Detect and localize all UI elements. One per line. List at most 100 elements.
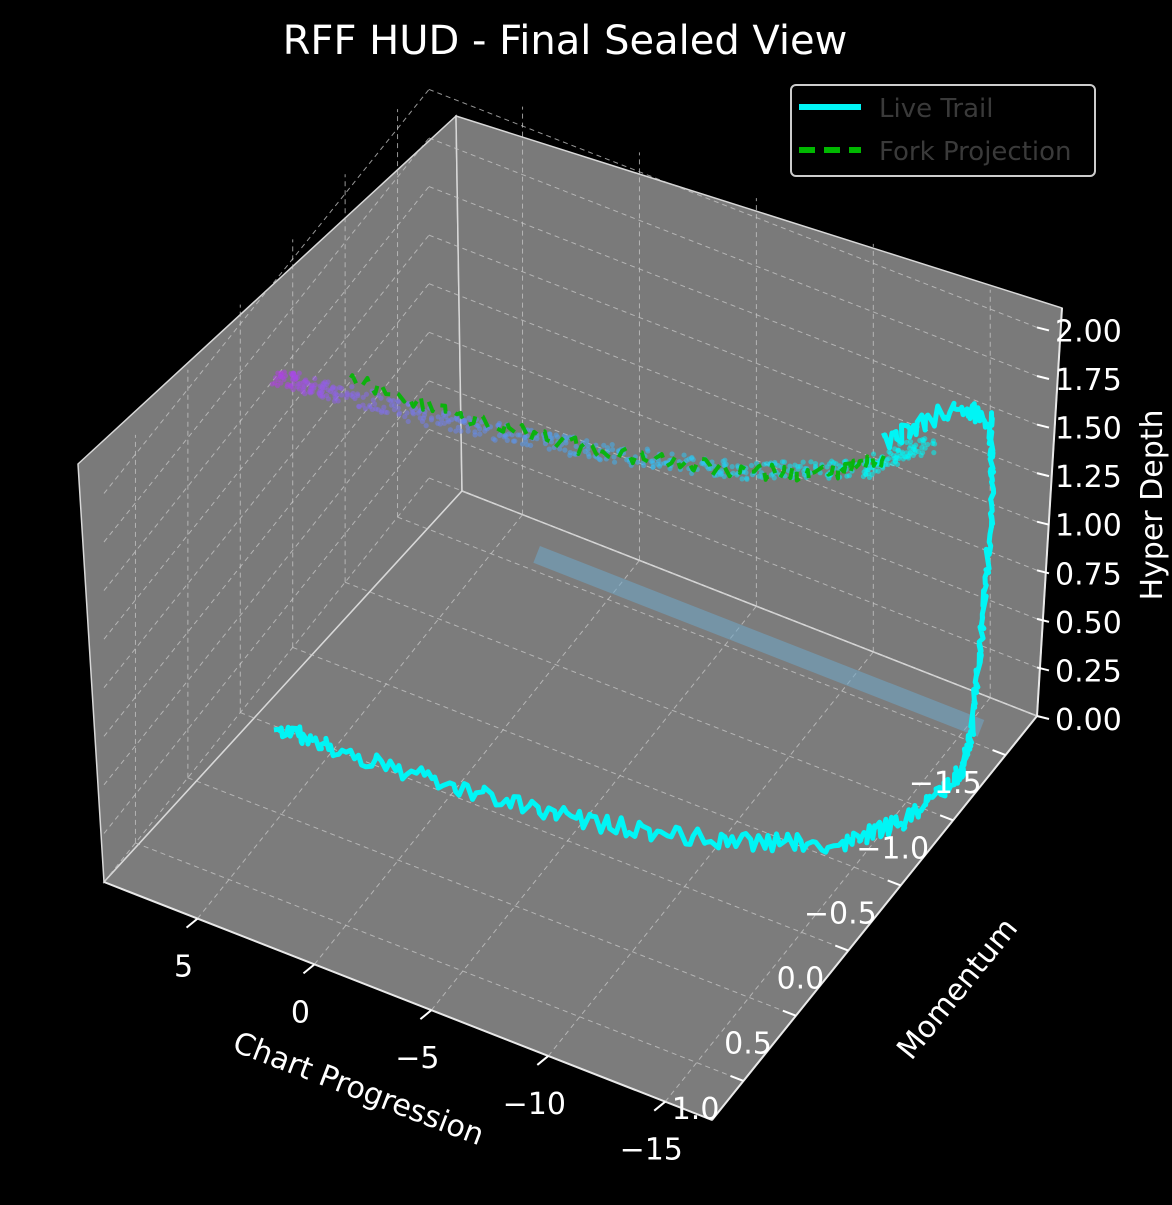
- scatter-point: [477, 432, 482, 437]
- scatter-point: [524, 442, 529, 447]
- scatter-point: [312, 376, 317, 381]
- scatter-point: [311, 385, 316, 390]
- scatter-point: [873, 468, 878, 473]
- scatter-point: [932, 441, 937, 446]
- y-tick-label: 1.0: [672, 1092, 720, 1127]
- scatter-point: [911, 453, 916, 458]
- scatter-point: [361, 395, 366, 400]
- scatter-point: [429, 417, 434, 422]
- x-tick-label: −15: [620, 1133, 683, 1168]
- scatter-point: [281, 377, 286, 382]
- y-tick-label: 0.5: [724, 1027, 772, 1062]
- scatter-point: [925, 442, 930, 447]
- scatter-point: [744, 476, 749, 481]
- scatter-point: [813, 461, 818, 466]
- scatter-point: [749, 463, 754, 468]
- scatter-point: [669, 451, 674, 456]
- x-tick-label: 0: [291, 995, 310, 1030]
- scatter-point: [396, 406, 401, 411]
- scatter-point: [333, 396, 338, 401]
- scatter-point: [612, 460, 617, 465]
- legend-live-trail-label: Live Trail: [879, 94, 994, 124]
- scatter-point: [610, 447, 615, 452]
- scatter-point: [330, 385, 335, 390]
- scatter-point: [534, 436, 539, 441]
- scatter-point: [357, 404, 362, 409]
- scatter-point: [295, 375, 300, 380]
- scatter-point: [808, 459, 813, 464]
- scatter-point: [386, 397, 391, 402]
- scatter-point: [520, 441, 525, 446]
- scatter-point: [555, 434, 560, 439]
- scatter-point: [337, 385, 342, 390]
- scatter-point: [657, 464, 662, 469]
- scatter-point: [391, 398, 396, 403]
- scatter-point: [772, 475, 777, 480]
- scatter-point: [326, 396, 331, 401]
- scatter-point: [389, 403, 394, 408]
- scatter-point: [568, 450, 573, 455]
- y-tick-label: −1.0: [856, 831, 929, 866]
- y-tick-label: −0.5: [804, 896, 877, 931]
- scatter-point: [355, 393, 360, 398]
- scatter-point: [895, 448, 900, 453]
- scatter-point: [833, 461, 838, 466]
- scatter-point: [847, 473, 852, 478]
- scatter-point: [510, 432, 515, 437]
- scatter-point: [318, 388, 323, 393]
- scatter-point: [896, 456, 901, 461]
- scatter-point: [871, 451, 876, 456]
- scatter-point: [611, 454, 616, 459]
- z-axis-label: Hyper Depth: [1135, 409, 1170, 600]
- z-tick-label: 1.75: [1055, 363, 1122, 398]
- scatter-point: [505, 438, 510, 443]
- scatter-point: [349, 384, 354, 389]
- scatter-point: [395, 398, 400, 403]
- scatter-point: [385, 410, 390, 415]
- scatter-point: [795, 467, 800, 472]
- scatter-point: [273, 375, 278, 380]
- scatter-point: [562, 448, 567, 453]
- scatter-point: [320, 395, 325, 400]
- scatter-point: [295, 384, 300, 389]
- x-tick-label: 5: [174, 950, 193, 985]
- scatter-point: [598, 457, 603, 462]
- scatter-point: [900, 450, 905, 455]
- scatter-point: [379, 410, 384, 415]
- scatter-point: [515, 432, 520, 437]
- scatter-point: [424, 423, 429, 428]
- scatter-point: [722, 474, 727, 479]
- scatter-point: [339, 392, 344, 397]
- y-tick-label: −1.5: [909, 766, 982, 801]
- scatter-point: [396, 412, 401, 417]
- scatter-point: [686, 457, 691, 462]
- scatter-point: [787, 464, 792, 469]
- legend-fork-projection-label: Fork Projection: [879, 137, 1072, 167]
- z-tick-label: 1.00: [1055, 509, 1122, 544]
- chart-title: RFF HUD - Final Sealed View: [283, 18, 848, 64]
- z-tick-label: 1.25: [1055, 460, 1122, 495]
- scatter-point: [584, 438, 589, 443]
- z-tick-label: 1.50: [1055, 412, 1122, 447]
- scatter-point: [378, 396, 383, 401]
- scatter-point: [363, 406, 368, 411]
- scatter-point: [272, 380, 277, 385]
- scatter-point: [931, 450, 936, 455]
- scatter-point: [610, 442, 615, 447]
- scatter-point: [651, 464, 656, 469]
- scatter-point: [367, 403, 372, 408]
- scatter-point: [333, 391, 338, 396]
- scatter-point: [801, 460, 806, 465]
- scatter-point: [885, 462, 890, 467]
- scatter-point: [917, 438, 922, 443]
- x-tick-label: −5: [395, 1041, 439, 1076]
- scatter-point: [404, 410, 409, 415]
- x-tick-label: −10: [503, 1087, 566, 1122]
- scatter-point: [372, 401, 377, 406]
- scatter-point: [350, 394, 355, 399]
- scatter-point: [905, 454, 910, 459]
- scatter-point: [782, 459, 787, 464]
- y-tick-label: 0.0: [777, 962, 825, 997]
- scatter-point: [492, 438, 497, 443]
- scatter-point: [458, 429, 463, 434]
